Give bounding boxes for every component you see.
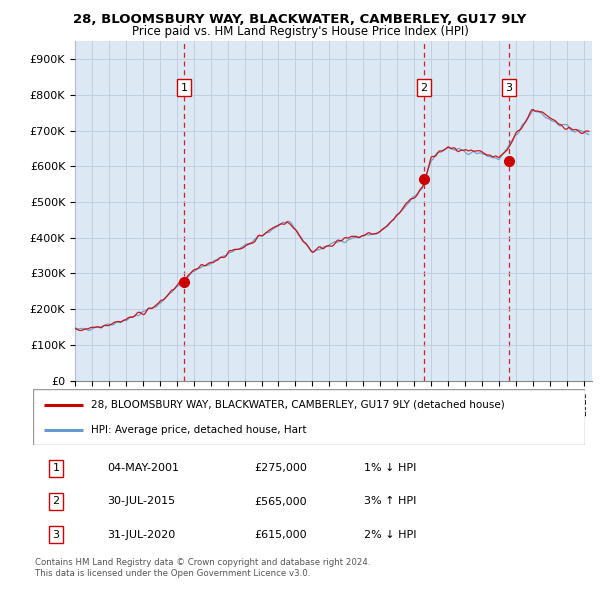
- Text: 1: 1: [53, 463, 59, 473]
- Text: 31-JUL-2020: 31-JUL-2020: [107, 530, 176, 540]
- Text: 2% ↓ HPI: 2% ↓ HPI: [364, 530, 416, 540]
- Text: 1: 1: [181, 83, 187, 93]
- Text: 1% ↓ HPI: 1% ↓ HPI: [364, 463, 416, 473]
- Text: 3: 3: [505, 83, 512, 93]
- Text: 04-MAY-2001: 04-MAY-2001: [107, 463, 179, 473]
- Text: 28, BLOOMSBURY WAY, BLACKWATER, CAMBERLEY, GU17 9LY: 28, BLOOMSBURY WAY, BLACKWATER, CAMBERLE…: [73, 13, 527, 26]
- Text: 2: 2: [53, 497, 60, 506]
- Text: 3% ↑ HPI: 3% ↑ HPI: [364, 497, 416, 506]
- Text: 3: 3: [53, 530, 59, 540]
- Text: 2: 2: [421, 83, 428, 93]
- Text: £275,000: £275,000: [254, 463, 307, 473]
- Text: Price paid vs. HM Land Registry's House Price Index (HPI): Price paid vs. HM Land Registry's House …: [131, 25, 469, 38]
- Text: £615,000: £615,000: [254, 530, 307, 540]
- Text: 28, BLOOMSBURY WAY, BLACKWATER, CAMBERLEY, GU17 9LY (detached house): 28, BLOOMSBURY WAY, BLACKWATER, CAMBERLE…: [91, 399, 505, 409]
- Text: Contains HM Land Registry data © Crown copyright and database right 2024.: Contains HM Land Registry data © Crown c…: [35, 558, 370, 566]
- Text: This data is licensed under the Open Government Licence v3.0.: This data is licensed under the Open Gov…: [35, 569, 310, 578]
- Text: 30-JUL-2015: 30-JUL-2015: [107, 497, 176, 506]
- Text: HPI: Average price, detached house, Hart: HPI: Average price, detached house, Hart: [91, 425, 307, 435]
- Text: £565,000: £565,000: [254, 497, 307, 506]
